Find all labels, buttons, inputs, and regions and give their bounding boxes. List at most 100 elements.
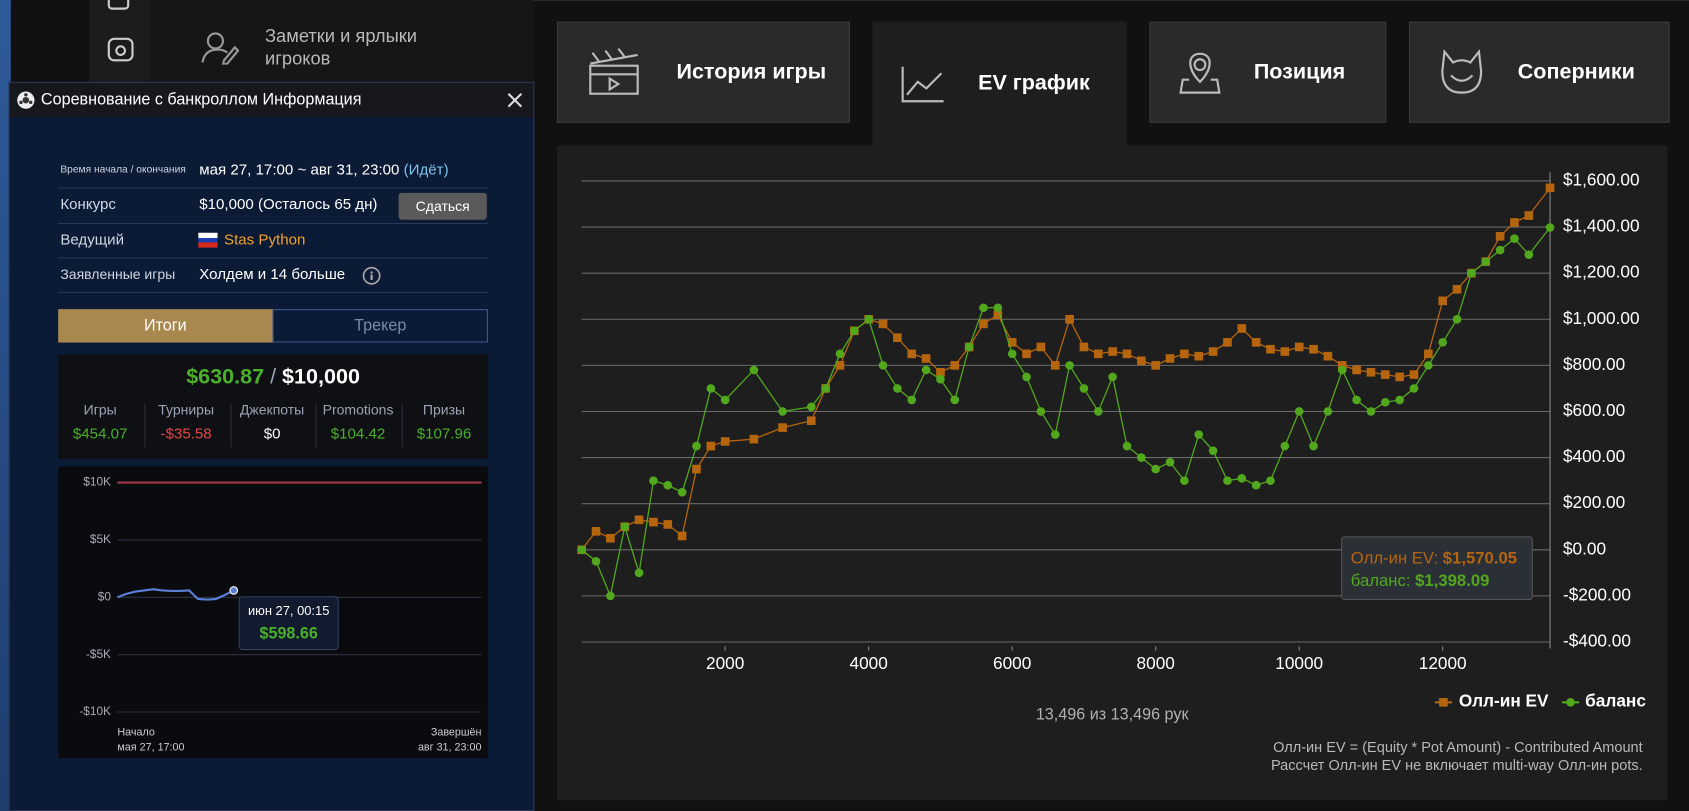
point [835, 349, 845, 359]
point [1065, 361, 1074, 370]
point [907, 395, 917, 405]
point [936, 367, 945, 377]
tab[interactable]: История игры [556, 21, 850, 123]
tooltip-date: июн 27, 00:15 [248, 603, 329, 618]
point [1266, 344, 1275, 354]
point [1438, 338, 1448, 347]
summary-value: $0 [263, 424, 281, 442]
menu-item[interactable]: Заметки и ярлыки игроков [264, 25, 417, 69]
point [979, 303, 988, 313]
point [1510, 218, 1519, 227]
point [1151, 464, 1161, 474]
y-tick-label: $10K [83, 475, 111, 489]
point [979, 319, 988, 329]
note: Олл-ин EV = (Equity * Pot Amount) - Cont… [1273, 738, 1643, 756]
point [893, 333, 902, 343]
point [1251, 338, 1261, 347]
point [1409, 370, 1419, 379]
point [1424, 361, 1433, 370]
note: Рассчет Олл-ин EV не включает multi-way … [1270, 757, 1643, 774]
x-tick-label: 4000 [850, 653, 888, 673]
date-range: мая 27, 17:00 ~ авг 31, 23:00 [199, 160, 400, 178]
point [1294, 342, 1304, 352]
row-label: Время начала / окончания [60, 163, 186, 176]
mini-chart: $10K $5K $0 -$5K -$10K июн 27, 00:15 $598.66 На… [58, 466, 488, 759]
point [649, 476, 658, 485]
point [1223, 338, 1232, 347]
summary-value: $107.96 [416, 424, 472, 442]
tab[interactable]: Трекер [272, 309, 488, 343]
point [749, 365, 759, 375]
swatch [1439, 698, 1449, 707]
point [577, 545, 586, 555]
legend-label: Олл-ин EV [1458, 692, 1549, 711]
point [950, 395, 960, 405]
point [1309, 344, 1318, 354]
tab[interactable]: Соперники [1408, 21, 1670, 123]
point [1093, 407, 1103, 416]
summary-value: $104.42 [330, 424, 386, 442]
panel-icon [17, 91, 35, 109]
point [229, 586, 239, 595]
legend-swatch [1561, 698, 1579, 707]
legend-item[interactable]: баланс [1561, 692, 1646, 712]
point [1022, 372, 1031, 382]
point [677, 487, 687, 497]
legend-item[interactable]: Олл-ин EV [1435, 692, 1549, 712]
summary-item: Джекпоты $0 [230, 402, 314, 442]
point [1079, 384, 1089, 393]
point [1352, 395, 1361, 405]
point [1467, 268, 1476, 278]
point [1452, 314, 1462, 324]
y-tick-label: $1,200.00 [1563, 262, 1640, 282]
divider [230, 403, 232, 448]
point [1323, 351, 1333, 361]
point [921, 354, 931, 363]
point [1022, 349, 1031, 359]
y-tick-label: $1,600.00 [1563, 170, 1640, 190]
point [1007, 338, 1017, 347]
close-button[interactable] [507, 92, 523, 108]
tab-active[interactable]: Итоги [58, 309, 273, 343]
point [1323, 407, 1333, 416]
footer: 13,496 из 13,496 рук [1035, 705, 1189, 724]
tab-icon [901, 66, 944, 102]
tab-active[interactable]: EV график [872, 21, 1127, 146]
tooltip: Олл-ин EV: $1,570.05 баланс: $1,398.09 [1341, 536, 1533, 600]
goal: $10,000 [282, 365, 360, 389]
legend-label: баланс [1585, 692, 1646, 711]
point [1050, 361, 1060, 370]
point [964, 342, 974, 352]
host-name[interactable]: Stas Python [224, 230, 306, 248]
point [993, 303, 1003, 313]
point [1409, 384, 1419, 393]
point [1366, 407, 1376, 416]
y-tick-label: $5K [90, 532, 111, 546]
start-date: мая 27, 17:00 [117, 741, 184, 753]
separator [58, 222, 488, 225]
point [591, 557, 601, 566]
info-icon[interactable] [362, 266, 381, 285]
point [1137, 453, 1146, 462]
point [1180, 476, 1189, 485]
point [1495, 245, 1505, 255]
surrender-button[interactable]: Сдаться [398, 192, 487, 220]
point [1108, 372, 1117, 382]
point [692, 441, 701, 451]
point [1108, 347, 1117, 356]
summary-label: Джекпоты [239, 401, 305, 418]
point [778, 407, 787, 416]
icons [107, 0, 134, 62]
tab-label: История игры [676, 59, 827, 84]
line [117, 588, 235, 601]
tab-label: EV график [978, 71, 1090, 95]
y-tick-label: $400.00 [1563, 446, 1625, 466]
point [1452, 284, 1462, 294]
point [878, 361, 888, 370]
point [1036, 342, 1046, 352]
x-tick-label: 8000 [1137, 653, 1175, 673]
tooltip-row: баланс: $1,398.09 [1351, 570, 1532, 593]
tab[interactable]: Позиция [1149, 21, 1387, 123]
legend-swatch [1435, 698, 1453, 707]
